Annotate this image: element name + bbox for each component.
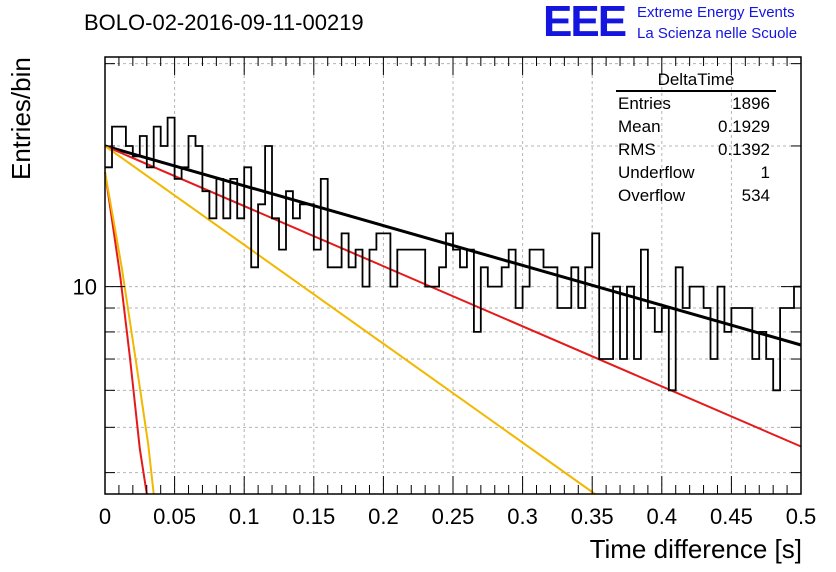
stats-row-underflow: Underflow 1 [612,161,778,184]
stats-value: 0.1392 [718,140,770,159]
stats-label: Entries [618,94,671,113]
x-tick-label: 0.3 [507,504,538,529]
x-tick-label: 0 [99,504,111,529]
x-tick-label: 0.15 [292,504,335,529]
stats-row-overflow: Overflow 534 [612,184,778,207]
stats-value: 1896 [732,94,770,113]
x-tick-label: 0.2 [368,504,399,529]
stats-box: DeltaTime Entries 1896 Mean 0.1929 RMS 0… [612,70,778,207]
stats-label: RMS [618,140,656,159]
x-tick-label: 0.5 [786,504,817,529]
stats-value: 1 [760,163,770,182]
chart-title: BOLO-02-2016-09-11-00219 [84,10,364,35]
stats-label: Underflow [618,163,695,182]
stats-label: Overflow [618,186,686,205]
x-tick-label: 0.35 [571,504,614,529]
stats-row-rms: RMS 0.1392 [612,138,778,161]
tick-labels: 0 0.05 0.1 0.15 0.2 0.25 0.3 0.35 0.4 0.45 0.5 10 [73,275,817,529]
grid-lines [105,57,801,494]
x-tick-label: 0.4 [647,504,678,529]
histogram-outline [105,116,801,392]
stats-row-entries: Entries 1896 [612,92,778,115]
logo-line-2: La Scienza nelle Scuole [637,25,798,42]
x-axis-label: Time difference [s] [589,534,802,564]
axis-ticks [104,57,802,494]
stats-value: 534 [741,186,770,205]
stats-value: 0.1929 [718,117,770,136]
x-tick-label: 0.25 [432,504,475,529]
x-tick-label: 0.45 [710,504,753,529]
x-tick-label: 0.05 [153,504,196,529]
fit-line [104,171,148,495]
histogram-series [105,116,801,392]
stats-title: DeltaTime [616,70,776,92]
fit-line [104,171,155,495]
eee-logo: EEE [543,0,627,46]
fit-line [104,145,596,495]
y-axis-label: Entries/bin [6,57,36,180]
stats-row-mean: Mean 0.1929 [612,115,778,138]
x-tick-label: 0.1 [229,504,260,529]
y-tick-label: 10 [73,275,97,300]
stats-label: Mean [618,117,661,136]
fit-line [104,145,802,448]
logo-line-1: Extreme Energy Events [637,4,795,21]
